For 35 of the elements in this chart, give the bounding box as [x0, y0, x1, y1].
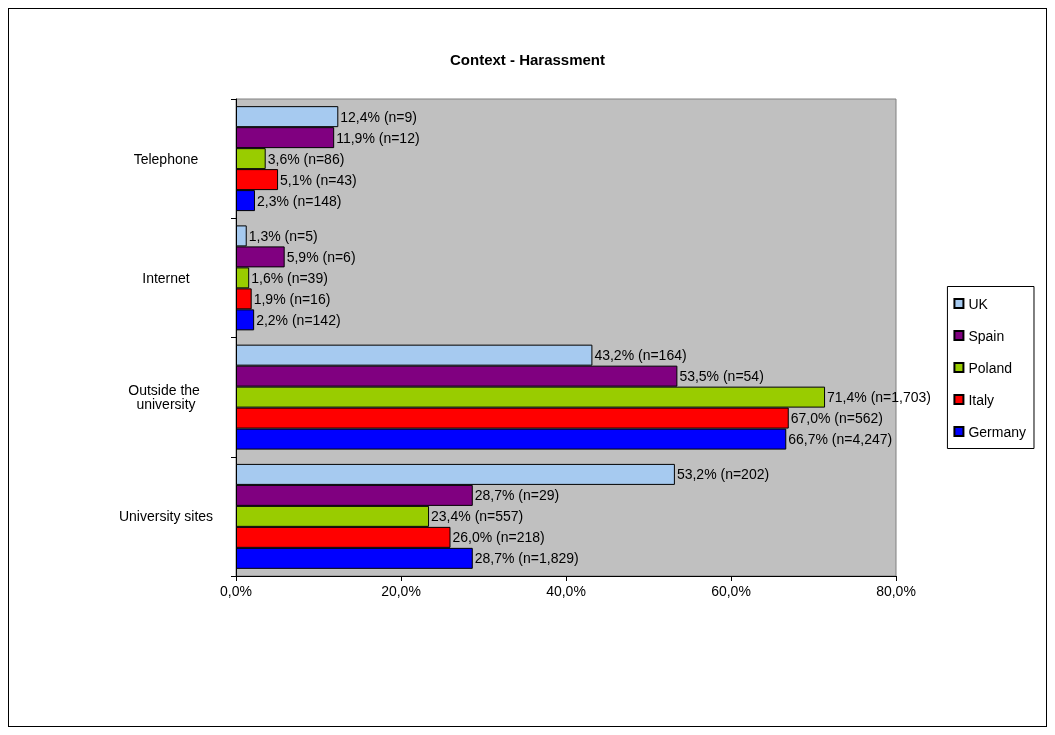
- x-tick-label: 80,0%: [876, 583, 916, 599]
- legend-label: UK: [968, 295, 989, 312]
- x-tick-label: 40,0%: [546, 583, 586, 599]
- data-label: 43,2% (n=164): [594, 347, 687, 364]
- data-label: 53,5% (n=54): [679, 368, 764, 385]
- x-tick-label: 60,0%: [711, 583, 751, 599]
- y-tick-label: Outside the university: [128, 382, 204, 413]
- legend-label: Spain: [968, 327, 1005, 344]
- data-label: 12,4% (n=9): [340, 108, 417, 125]
- data-label: 66,7% (n=4,247): [788, 431, 893, 448]
- legend-label: Italy: [968, 391, 995, 408]
- data-label: 5,1% (n=43): [280, 171, 357, 188]
- data-label: 23,4% (n=557): [431, 508, 524, 525]
- data-label: 28,7% (n=29): [474, 487, 560, 504]
- data-label: 26,0% (n=218): [452, 529, 545, 546]
- chart-title: Context - Harassment: [449, 51, 606, 68]
- data-label: 67,0% (n=562): [790, 410, 883, 427]
- data-label: 11,9% (n=12): [336, 129, 420, 146]
- legend-label: Germany: [968, 423, 1027, 440]
- legend-label: Poland: [968, 359, 1013, 376]
- data-label: 53,2% (n=202): [676, 466, 770, 483]
- data-label: 2,3% (n=148): [256, 192, 342, 209]
- data-label: 3,6% (n=86): [267, 150, 345, 167]
- data-label: 2,2% (n=142): [256, 311, 341, 328]
- y-tick-label: Internet: [142, 269, 190, 286]
- data-label: 71,4% (n=1,703): [827, 389, 931, 406]
- x-tick-label: 20,0%: [381, 583, 421, 599]
- data-label: 1,3% (n=5): [248, 227, 318, 244]
- y-tick-label: University sites: [118, 508, 214, 525]
- x-tick-label: 0,0%: [220, 583, 252, 599]
- y-tick-label: Telephone: [133, 150, 199, 167]
- data-label: 28,7% (n=1,829): [474, 550, 579, 567]
- data-label: 1,6% (n=39): [251, 269, 328, 286]
- data-label: 5,9% (n=6): [286, 248, 356, 265]
- data-label: 1,9% (n=16): [253, 290, 331, 307]
